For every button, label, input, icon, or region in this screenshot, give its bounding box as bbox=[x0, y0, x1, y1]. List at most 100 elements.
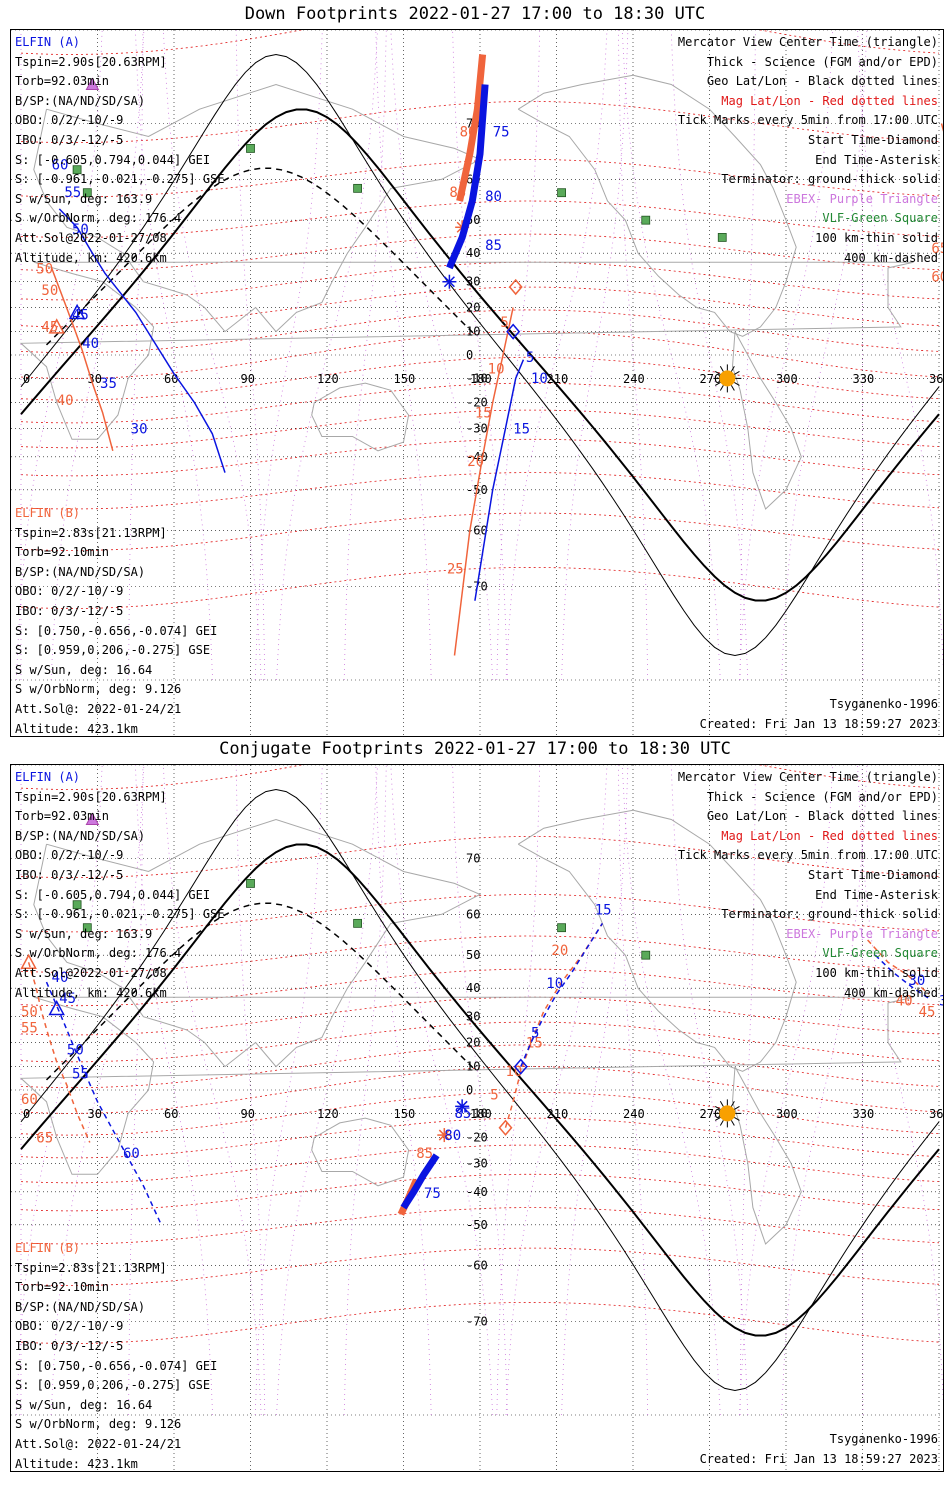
elfin-b-tick-label: 40 bbox=[57, 393, 74, 409]
elfin-a-tick-label: 85 bbox=[485, 238, 502, 254]
text-line: IBO: 0/3/-12/-5 bbox=[15, 1338, 124, 1353]
elfin-b-tick-label: 25 bbox=[447, 562, 464, 578]
text-line: 100 km-thin solid bbox=[815, 230, 938, 245]
mag-latitude-line bbox=[20, 765, 940, 790]
text-line: ELFIN (A) bbox=[15, 770, 81, 784]
latitude-tick-label: 20 bbox=[466, 1035, 480, 1049]
down-footprints-panel: 0306090120150180210240270300330360706050… bbox=[10, 29, 944, 737]
elfin-a-end-asterisk bbox=[455, 1099, 470, 1114]
mag-latitude-line bbox=[20, 409, 940, 449]
coastline bbox=[311, 1117, 410, 1187]
mag-latitude-line bbox=[20, 1021, 940, 1063]
coastline bbox=[731, 331, 802, 510]
longitude-tick-label: 60 bbox=[164, 1107, 178, 1121]
vlf-station-square bbox=[82, 188, 92, 198]
mag-meridian-line bbox=[621, 765, 721, 1416]
vlf-station-square bbox=[353, 918, 363, 928]
vlf-station-square bbox=[717, 233, 727, 242]
longitude-tick-label: 150 bbox=[394, 372, 416, 386]
text-line: Tspin=2.83s[21.13RPM] bbox=[15, 1260, 167, 1275]
elfin-b-track-segment bbox=[50, 267, 114, 451]
text-line: B/SP:(NA/ND/SD/SA) bbox=[15, 93, 146, 108]
created-label: Created: Fri Jan 13 18:59:27 2023 bbox=[699, 717, 938, 731]
sun-ray bbox=[714, 1105, 721, 1110]
text-line: B/SP:(NA/ND/SD/SA) bbox=[15, 564, 146, 579]
longitude-tick-label: 270 bbox=[700, 372, 722, 386]
elfin-b-tick-label: 50 bbox=[41, 283, 58, 299]
mag-latitude-line bbox=[20, 1302, 940, 1345]
vlf-station-square bbox=[82, 923, 92, 933]
latitude-tick-label: -20 bbox=[466, 396, 488, 410]
top-chart-title: Down Footprints 2022-01-27 17:00 to 18:3… bbox=[244, 4, 706, 24]
elfin-a-tick-label: 80 bbox=[485, 189, 502, 205]
elfin-a-tick-label: 10 bbox=[531, 371, 548, 387]
elfin-a-track-segment bbox=[446, 84, 489, 270]
vlf-station-square bbox=[641, 950, 651, 960]
mag-meridian-line bbox=[254, 765, 323, 1416]
mag-meridian-line bbox=[375, 30, 432, 681]
latitude-tick-label: -10 bbox=[466, 371, 488, 385]
coastline bbox=[311, 382, 410, 452]
created-label: Created: Fri Jan 13 18:59:27 2023 bbox=[699, 1452, 938, 1466]
terminator-400km bbox=[45, 902, 476, 1081]
elfin-a-track-segment bbox=[520, 923, 604, 1067]
elfin-b-start-diamond bbox=[498, 1119, 513, 1136]
mag-latitude-line bbox=[20, 935, 940, 973]
text-line: EBEX- Purple Triangle bbox=[786, 926, 938, 941]
mag-meridian-line bbox=[496, 765, 541, 1416]
mag-latitude-line bbox=[20, 1117, 940, 1159]
text-line: Altitude, km: 420.6km bbox=[15, 250, 167, 265]
elfin-b-tick-label: 50 bbox=[36, 262, 53, 278]
longitude-tick-label: 30 bbox=[88, 372, 102, 386]
text-line: Att.Sol@: 2022-01-24/21 bbox=[15, 1436, 182, 1451]
text-line: ELFIN (B) bbox=[15, 1241, 81, 1255]
text-line: ELFIN (B) bbox=[15, 506, 81, 520]
mag-meridian-line bbox=[128, 765, 144, 1416]
text-line: End Time-Asterisk bbox=[815, 152, 938, 167]
text-line: Start Time-Diamond bbox=[807, 132, 938, 147]
text-line: Att.Sol@2022-01-27/08 bbox=[15, 230, 167, 245]
text-line: S w/OrbNorm, deg: 176.4 bbox=[15, 211, 182, 226]
conjugate-footprints-panel: 0306090120150180210240270300330360706050… bbox=[10, 764, 944, 1472]
mag-latitude-line bbox=[20, 512, 940, 551]
text-line: Geo Lat/Lon - Black dotted lines bbox=[706, 809, 938, 824]
mag-latitude-line bbox=[20, 1207, 940, 1245]
longitude-tick-label: 210 bbox=[547, 1107, 569, 1121]
coastline bbox=[731, 1066, 802, 1245]
sun-ray bbox=[719, 1101, 724, 1107]
mag-meridian-line bbox=[162, 30, 262, 681]
sun-ray bbox=[714, 381, 721, 386]
text-line: S w/Sun, deg: 16.64 bbox=[15, 662, 153, 677]
text-line: IBO: 0/3/-12/-5 bbox=[15, 132, 124, 147]
elfin-a-tick-label: 55 bbox=[72, 1066, 89, 1082]
elfin-b-tick-label: 80 bbox=[460, 124, 477, 140]
latitude-tick-label: 0 bbox=[466, 348, 473, 362]
text-line: OBO: 0/2/-10/-9 bbox=[15, 848, 124, 863]
latitude-tick-label: -70 bbox=[466, 1315, 488, 1329]
latitude-tick-label: -30 bbox=[466, 1156, 488, 1170]
latitude-tick-label: -50 bbox=[466, 1218, 488, 1232]
elfin-a-tick-label: 55 bbox=[64, 185, 81, 201]
mag-latitude-line bbox=[20, 1044, 940, 1089]
vlf-station-square bbox=[72, 900, 82, 910]
text-line: End Time-Asterisk bbox=[815, 887, 938, 902]
latitude-tick-label: -10 bbox=[466, 1106, 488, 1120]
elfin-a-tick-label: 40 bbox=[52, 970, 69, 986]
elfin-a-tick-label: 85 bbox=[455, 1106, 472, 1122]
terminator-ground bbox=[20, 108, 940, 602]
mag-meridian-line bbox=[861, 30, 864, 681]
text-line: S: [-0.961,-0.021,-0.275] GSE bbox=[15, 172, 225, 187]
longitude-tick-label: 150 bbox=[394, 1107, 416, 1121]
elfin-b-tick-label: 45 bbox=[919, 1005, 936, 1021]
mag-meridian-line bbox=[254, 30, 323, 681]
mag-latitude-line bbox=[20, 309, 940, 354]
text-line: S: [0.959,0.206,-0.275] GSE bbox=[15, 643, 211, 658]
elfin-b-tick-label: 60 bbox=[21, 1092, 38, 1108]
elfin-b-tick-label: 20 bbox=[551, 943, 568, 959]
mag-latitude-line bbox=[20, 1247, 940, 1286]
latitude-tick-label: 70 bbox=[466, 851, 480, 865]
elfin-b-info: ELFIN (B) Tspin=2.83s[21.13RPM] Torb=92.10… bbox=[15, 1239, 217, 1471]
elfin-b-tick-label: 5 bbox=[500, 315, 508, 331]
elfin-a-track-segment bbox=[45, 981, 162, 1226]
longitude-tick-label: 120 bbox=[317, 1107, 339, 1121]
